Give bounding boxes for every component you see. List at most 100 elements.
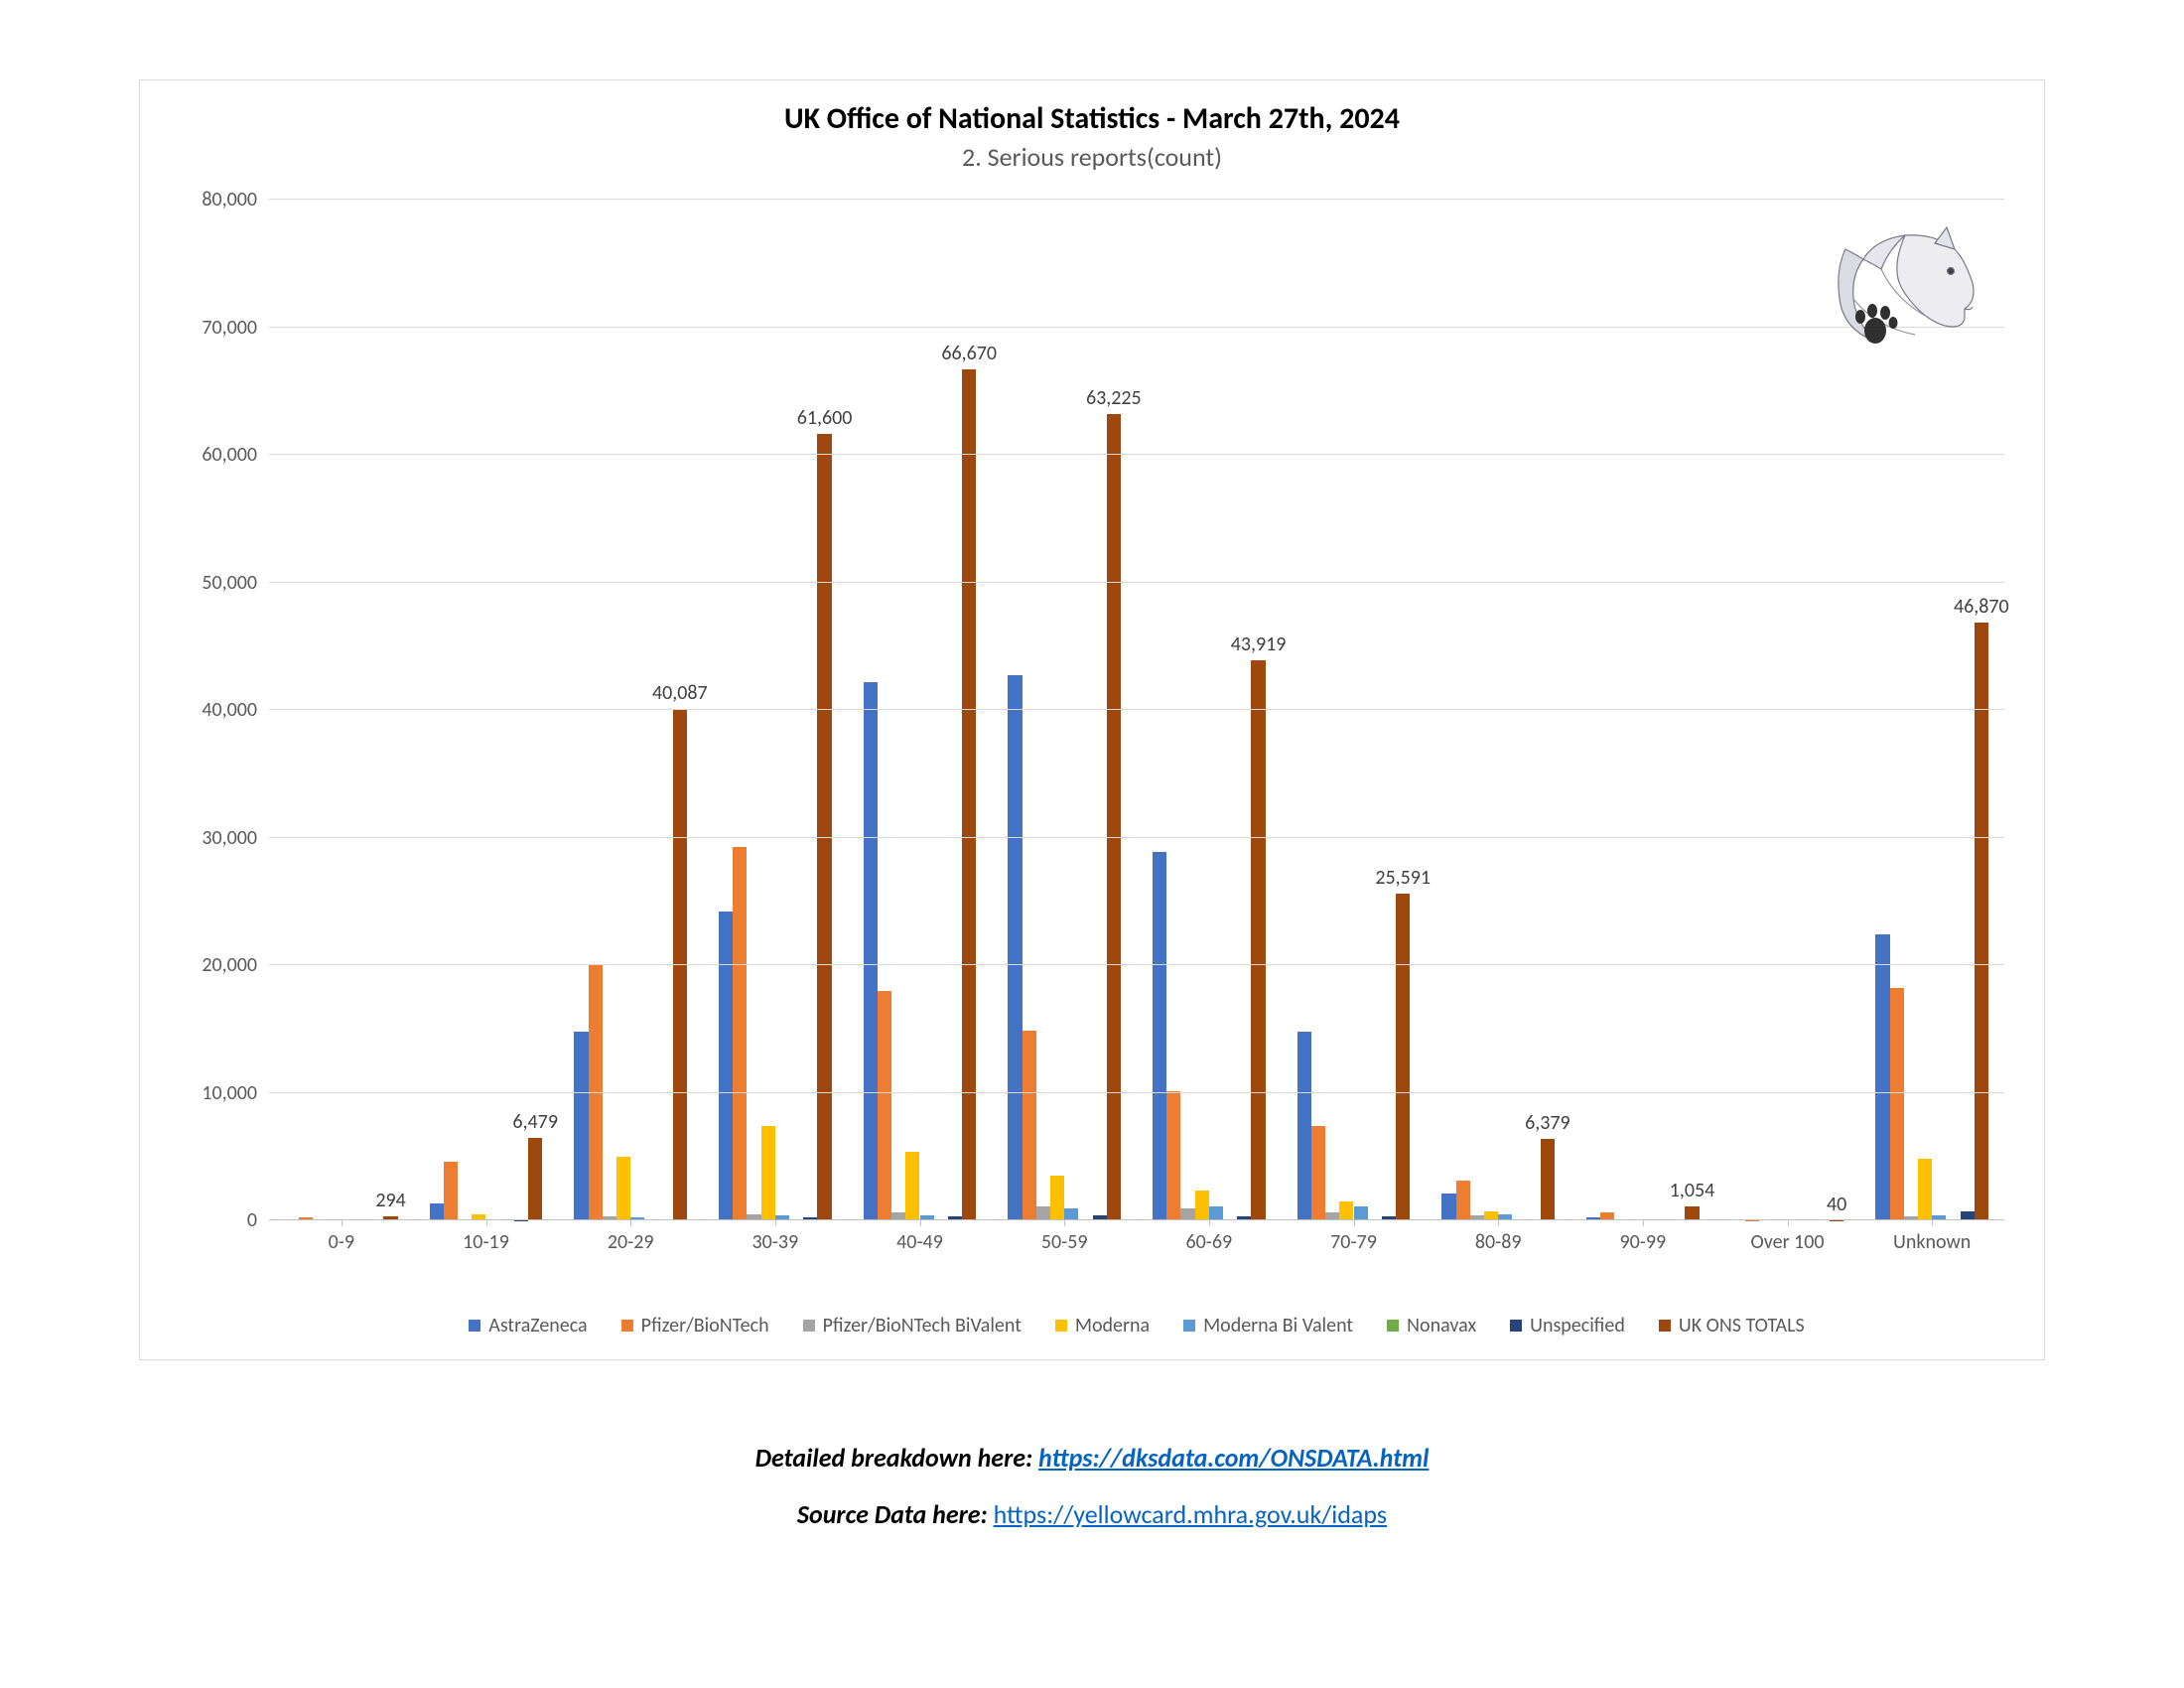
- bar: 6,479: [528, 1138, 542, 1220]
- bar: [1050, 1176, 1064, 1220]
- bar: 1,054: [1685, 1206, 1699, 1220]
- bars-layer: 2946,47940,08761,60066,67063,22543,91925…: [269, 200, 2004, 1220]
- bar-value-label: 40: [1827, 1193, 1846, 1220]
- legend-swatch: [1387, 1320, 1399, 1332]
- footer: Detailed breakdown here: https://dksdata…: [139, 1430, 2045, 1543]
- gridline: [269, 1092, 2004, 1093]
- x-tick-mark: [1788, 1220, 1789, 1226]
- x-axis-line: [269, 1219, 2004, 1220]
- x-tick-mark: [1498, 1220, 1499, 1226]
- footer-line2-prefix: Source Data here:: [797, 1498, 994, 1530]
- bar: [1311, 1126, 1325, 1220]
- y-tick-label: 10,000: [202, 1081, 269, 1105]
- bar: [719, 912, 733, 1220]
- x-tick-mark: [1643, 1220, 1644, 1226]
- legend-swatch: [621, 1320, 633, 1332]
- bar: [864, 682, 878, 1220]
- legend-item: Unspecified: [1510, 1314, 1625, 1337]
- bar: [1153, 852, 1166, 1220]
- y-tick-label: 0: [247, 1208, 269, 1232]
- x-tick-mark: [1209, 1220, 1210, 1226]
- bar-value-label: 25,591: [1375, 866, 1431, 894]
- wolf-logo: [1816, 210, 1984, 358]
- legend-item: AstraZeneca: [469, 1314, 587, 1337]
- legend-swatch: [803, 1320, 815, 1332]
- bar: [761, 1126, 775, 1220]
- y-tick-label: 50,000: [202, 571, 269, 595]
- plot-area: 2946,47940,08761,60066,67063,22543,91925…: [269, 200, 2004, 1220]
- legend-swatch: [469, 1320, 480, 1332]
- legend-item: Pfizer/BioNTech BiValent: [803, 1314, 1022, 1337]
- legend-label: AstraZeneca: [488, 1314, 587, 1337]
- bar-value-label: 43,919: [1231, 633, 1287, 660]
- x-tick-mark: [486, 1220, 487, 1226]
- gridline: [269, 327, 2004, 328]
- footer-link-1[interactable]: https://dksdata.com/ONSDATA.html: [1038, 1442, 1429, 1474]
- footer-link-2[interactable]: https://yellowcard.mhra.gov.uk/idaps: [994, 1498, 1387, 1530]
- legend-swatch: [1183, 1320, 1195, 1332]
- bar: [1209, 1206, 1223, 1220]
- bar: [1441, 1194, 1455, 1220]
- legend-item: Pfizer/BioNTech: [621, 1314, 769, 1337]
- bar: [878, 991, 891, 1220]
- legend-item: Moderna Bi Valent: [1183, 1314, 1353, 1337]
- bar-value-label: 1,054: [1670, 1179, 1715, 1206]
- bar-value-label: 6,479: [512, 1110, 558, 1138]
- legend-label: Moderna: [1075, 1314, 1150, 1337]
- footer-line1-prefix: Detailed breakdown here:: [755, 1442, 1038, 1474]
- bar: 43,919: [1251, 660, 1265, 1220]
- bar-value-label: 66,670: [941, 342, 997, 369]
- legend-label: Nonavax: [1407, 1314, 1476, 1337]
- legend-item: UK ONS TOTALS: [1659, 1314, 1805, 1337]
- bar: [1456, 1181, 1470, 1220]
- chart-container: UK Office of National Statistics - March…: [139, 79, 2045, 1360]
- chart-subtitle: 2. Serious reports(count): [170, 141, 2014, 173]
- legend-label: Pfizer/BioNTech: [641, 1314, 769, 1337]
- legend-item: Nonavax: [1387, 1314, 1476, 1337]
- x-tick-mark: [1064, 1220, 1065, 1226]
- y-tick-label: 60,000: [202, 443, 269, 467]
- bar-value-label: 63,225: [1086, 386, 1142, 414]
- legend-label: Pfizer/BioNTech BiValent: [823, 1314, 1022, 1337]
- gridline: [269, 709, 2004, 710]
- legend-label: UK ONS TOTALS: [1679, 1314, 1805, 1337]
- x-tick-mark: [1932, 1220, 1933, 1226]
- legend-label: Unspecified: [1530, 1314, 1625, 1337]
- bar: 61,600: [817, 434, 831, 1220]
- bar-value-label: 6,379: [1525, 1111, 1570, 1139]
- legend-label: Moderna Bi Valent: [1203, 1314, 1353, 1337]
- gridline: [269, 199, 2004, 200]
- legend: AstraZeneca Pfizer/BioNTech Pfizer/BioNTec…: [269, 1314, 2004, 1337]
- bar: [1195, 1191, 1209, 1220]
- y-tick-label: 30,000: [202, 826, 269, 850]
- x-tick-mark: [920, 1220, 921, 1226]
- bar: [1918, 1159, 1932, 1220]
- bar: [430, 1203, 444, 1220]
- bar-value-label: 61,600: [797, 406, 853, 434]
- bar: [1297, 1032, 1311, 1220]
- bar-value-label: 46,870: [1954, 595, 2009, 623]
- bar: [905, 1152, 919, 1220]
- bar-value-label: 40,087: [652, 681, 708, 709]
- gridline: [269, 582, 2004, 583]
- bar: [1890, 988, 1904, 1220]
- x-tick-mark: [341, 1220, 342, 1226]
- bar: [1023, 1031, 1036, 1220]
- y-tick-label: 40,000: [202, 698, 269, 722]
- chart-title: UK Office of National Statistics - March…: [170, 100, 2014, 137]
- bar: 63,225: [1107, 414, 1121, 1220]
- x-tick-mark: [1354, 1220, 1355, 1226]
- bar: [1875, 934, 1889, 1220]
- legend-swatch: [1659, 1320, 1671, 1332]
- bar: [1354, 1206, 1368, 1220]
- legend-item: Moderna: [1055, 1314, 1150, 1337]
- y-tick-label: 70,000: [202, 316, 269, 340]
- bar: 46,870: [1975, 623, 1988, 1220]
- bar: [1008, 675, 1022, 1220]
- bar: [733, 847, 747, 1221]
- legend-swatch: [1055, 1320, 1067, 1332]
- x-tick-mark: [775, 1220, 776, 1226]
- gridline: [269, 454, 2004, 455]
- bar: [616, 1157, 630, 1220]
- y-tick-label: 20,000: [202, 953, 269, 977]
